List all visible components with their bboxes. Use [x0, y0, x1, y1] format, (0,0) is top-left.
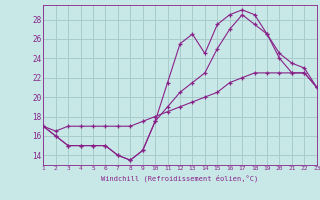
X-axis label: Windchill (Refroidissement éolien,°C): Windchill (Refroidissement éolien,°C) — [101, 174, 259, 182]
